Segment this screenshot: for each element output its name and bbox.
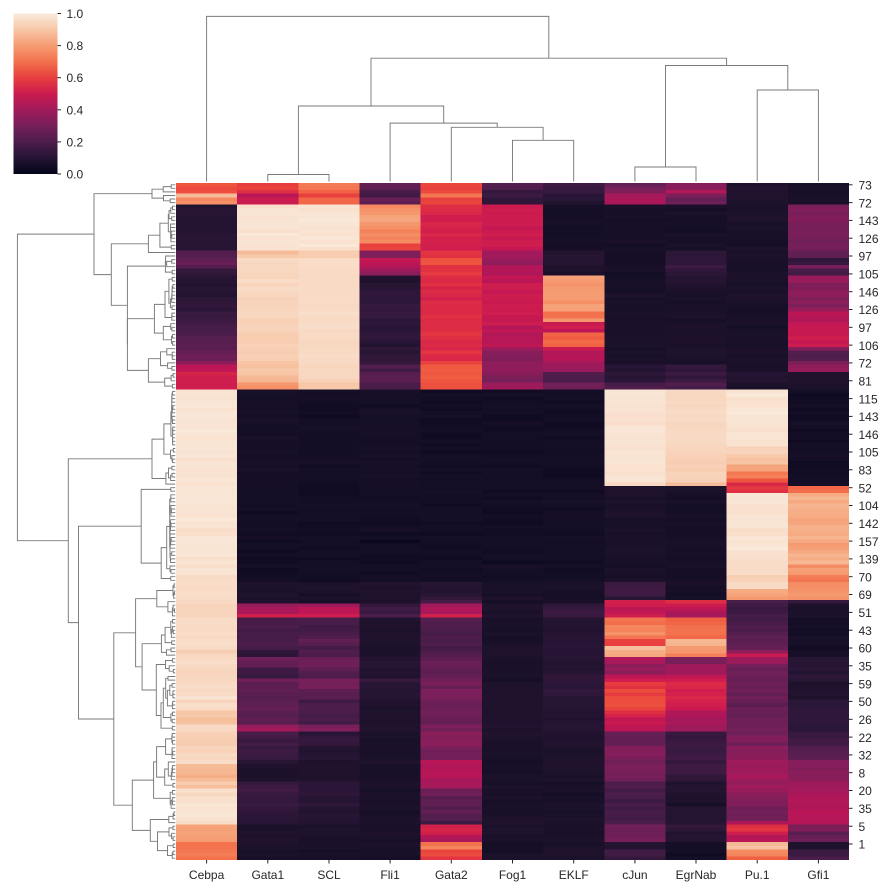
svg-text:143: 143 [859, 410, 879, 424]
svg-text:81: 81 [859, 375, 873, 389]
svg-text:5: 5 [859, 820, 866, 834]
svg-text:143: 143 [859, 214, 879, 228]
svg-text:157: 157 [859, 535, 879, 549]
svg-text:43: 43 [859, 624, 873, 638]
svg-text:35: 35 [859, 802, 873, 816]
svg-text:0.6: 0.6 [67, 71, 84, 85]
svg-text:59: 59 [859, 677, 873, 691]
svg-text:0.0: 0.0 [67, 168, 84, 182]
svg-text:126: 126 [859, 303, 879, 317]
svg-text:70: 70 [859, 570, 873, 584]
svg-text:115: 115 [859, 392, 878, 406]
svg-text:105: 105 [859, 446, 879, 460]
svg-text:105: 105 [859, 268, 879, 282]
svg-text:35: 35 [859, 660, 873, 674]
svg-text:97: 97 [859, 250, 873, 264]
svg-text:51: 51 [859, 606, 873, 620]
svg-text:Gfi1: Gfi1 [807, 868, 829, 882]
svg-text:60: 60 [859, 642, 873, 656]
svg-text:0.8: 0.8 [67, 39, 84, 53]
svg-text:0.4: 0.4 [67, 103, 84, 117]
svg-text:Fog1: Fog1 [499, 868, 527, 882]
svg-text:Gata2: Gata2 [435, 868, 468, 882]
svg-text:73: 73 [859, 179, 873, 193]
svg-text:52: 52 [859, 481, 873, 495]
svg-text:Fli1: Fli1 [380, 868, 400, 882]
svg-text:26: 26 [859, 713, 873, 727]
svg-text:142: 142 [859, 517, 879, 531]
svg-text:72: 72 [859, 357, 873, 371]
svg-text:EgrNab: EgrNab [676, 868, 717, 882]
svg-text:83: 83 [859, 464, 873, 478]
svg-text:139: 139 [859, 553, 879, 567]
svg-text:0.2: 0.2 [67, 135, 84, 149]
svg-text:106: 106 [859, 339, 879, 353]
svg-text:SCL: SCL [317, 868, 341, 882]
svg-text:50: 50 [859, 695, 873, 709]
svg-text:104: 104 [859, 499, 879, 513]
svg-text:72: 72 [859, 196, 873, 210]
svg-text:97: 97 [859, 321, 873, 335]
svg-text:146: 146 [859, 428, 879, 442]
svg-text:146: 146 [859, 285, 879, 299]
svg-text:20: 20 [859, 784, 873, 798]
svg-text:EKLF: EKLF [559, 868, 589, 882]
svg-text:22: 22 [859, 731, 873, 745]
svg-text:69: 69 [859, 588, 873, 602]
svg-text:1: 1 [859, 838, 866, 852]
svg-text:1.0: 1.0 [67, 7, 84, 21]
svg-text:8: 8 [859, 766, 866, 780]
svg-text:cJun: cJun [622, 868, 647, 882]
svg-text:32: 32 [859, 749, 873, 763]
svg-text:Cebpa: Cebpa [189, 868, 225, 882]
svg-text:Gata1: Gata1 [251, 868, 284, 882]
svg-text:126: 126 [859, 232, 879, 246]
svg-text:Pu.1: Pu.1 [745, 868, 770, 882]
